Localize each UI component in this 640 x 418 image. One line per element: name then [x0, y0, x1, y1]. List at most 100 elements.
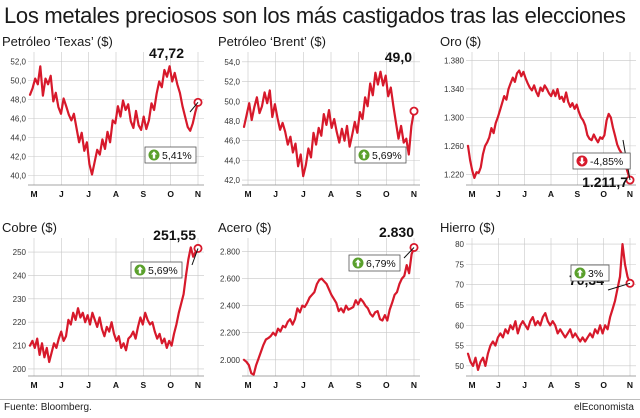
series-line [466, 69, 632, 182]
x-tick-label: M [30, 189, 37, 199]
change-badge-text: 3% [588, 268, 603, 280]
change-badge [572, 152, 631, 170]
chart-title: Acero ($) [218, 220, 271, 235]
last-value-label: 251,55 [153, 227, 196, 243]
y-tick-label: 1.300 [444, 113, 465, 122]
x-tick-label: M [468, 380, 475, 390]
x-tick-label: S [356, 189, 362, 199]
x-tick-label: O [600, 189, 607, 199]
chart-title: Petróleo ‘Brent’ ($) [218, 34, 326, 49]
y-tick-label: 46,0 [224, 137, 240, 146]
footer-divider [0, 399, 640, 400]
y-tick-label: 2.800 [220, 248, 241, 257]
badge-arrow-glyph [579, 157, 585, 165]
change-badge-text: 5,69% [148, 265, 178, 277]
x-tick-label: N [195, 189, 201, 199]
y-tick-label: 1.380 [444, 57, 465, 66]
change-badge-text: -4,85% [590, 156, 623, 168]
y-tick-label: 80 [455, 240, 464, 249]
chart-panel: Petróleo ‘Brent’ ($) 42,0 44,0 46,0 48,0 50,0… [218, 34, 420, 199]
y-tick-label: 52,0 [224, 78, 240, 87]
x-tick-label: J [273, 189, 278, 199]
chart-panel: Acero ($) 2.000 2.200 2.400 2.600 2.800 M J J A S O… [218, 220, 420, 390]
last-value-label: 47,72 [149, 45, 184, 61]
y-tick-label: 240 [13, 271, 27, 280]
chart-title: Cobre ($) [2, 220, 57, 235]
y-tick-label: 48,0 [224, 117, 240, 126]
badge-arrow-glyph [355, 259, 361, 267]
last-value-label: 2.830 [379, 224, 414, 240]
y-tick-label: 55 [455, 342, 464, 351]
callout-arrow [403, 247, 415, 259]
x-tick-label: N [411, 380, 417, 390]
last-value-label: 1.211,7 [582, 174, 628, 190]
series-line [28, 65, 200, 176]
y-tick-label: 42,0 [224, 176, 240, 185]
chart-panel: Hierro ($)50556065707580MJJASON70,343% [440, 220, 636, 390]
x-tick-label: O [167, 189, 174, 199]
y-tick-label: 44,0 [10, 134, 26, 143]
y-tick-label: 60 [455, 321, 464, 330]
x-tick-label: N [627, 380, 633, 390]
y-tick-label: 52,0 [10, 58, 26, 67]
y-tick-label: 50 [455, 362, 464, 371]
change-badge-text: 5,69% [372, 150, 402, 162]
x-tick-label: S [140, 189, 146, 199]
x-tick-label: M [30, 380, 37, 390]
y-tick-label: 46,0 [10, 115, 26, 124]
y-tick-label: 210 [13, 342, 27, 351]
x-tick-label: J [86, 189, 91, 199]
x-tick-label: O [383, 189, 390, 199]
callout-arrow [189, 102, 199, 113]
change-badge-text: 5,41% [162, 150, 192, 162]
y-tick-label: 44,0 [224, 156, 240, 165]
x-tick-label: J [59, 380, 64, 390]
x-tick-label: S [140, 380, 146, 390]
x-tick-label: J [301, 189, 306, 199]
series-line [242, 70, 416, 178]
y-tick-label: 220 [13, 318, 27, 327]
callout-arrow [191, 248, 199, 266]
y-tick-label: 50,0 [10, 77, 26, 86]
change-badge-text: 6,79% [366, 258, 396, 270]
y-tick-label: 230 [13, 295, 27, 304]
x-tick-label: O [167, 380, 174, 390]
y-tick-label: 42,0 [10, 153, 26, 162]
x-tick-label: O [383, 380, 390, 390]
y-tick-label: 2.000 [220, 356, 241, 365]
series-line [242, 246, 416, 376]
chart-title: Hierro ($) [440, 220, 495, 235]
badge-arrow-glyph [151, 151, 157, 159]
x-tick-label: N [411, 189, 417, 199]
y-tick-label: 250 [13, 248, 27, 257]
y-tick-label: 1.220 [444, 170, 465, 179]
x-tick-label: A [328, 380, 334, 390]
last-value-label: 49,0 [385, 49, 412, 65]
y-tick-label: 1.260 [444, 142, 465, 151]
badge-arrow-glyph [137, 266, 143, 274]
x-tick-label: N [627, 189, 633, 199]
chart-title: Petróleo ‘Texas’ ($) [2, 34, 113, 49]
end-point-marker [409, 106, 419, 116]
series-line [466, 243, 632, 371]
x-tick-label: M [244, 380, 251, 390]
y-tick-label: 65 [455, 301, 464, 310]
chart-panel: Petróleo ‘Texas’ ($) 40,0 42,0 44,0 46,0 48,0… [2, 34, 204, 199]
page-title: Los metales preciosos son los más castig… [4, 3, 626, 28]
chart-panel: Cobre ($) 200 210 220 230 240 250 M J J A S O N 251,55… [2, 220, 204, 390]
x-tick-label: J [496, 380, 501, 390]
x-tick-label: S [574, 380, 580, 390]
series-line [28, 246, 200, 364]
brand-logo: elEconomista [573, 402, 634, 413]
y-tick-label: 40,0 [10, 172, 26, 181]
y-tick-label: 75 [455, 260, 464, 269]
x-tick-label: M [468, 189, 475, 199]
y-tick-label: 2.400 [220, 302, 241, 311]
x-tick-label: J [522, 380, 527, 390]
x-tick-label: A [548, 380, 554, 390]
x-tick-label: S [356, 380, 362, 390]
chart-panel: Oro ($) 1.220 1.260 1.300 1.340 1.380 M J J A S O N1… [440, 34, 636, 199]
x-tick-label: J [301, 380, 306, 390]
x-tick-label: J [496, 189, 501, 199]
